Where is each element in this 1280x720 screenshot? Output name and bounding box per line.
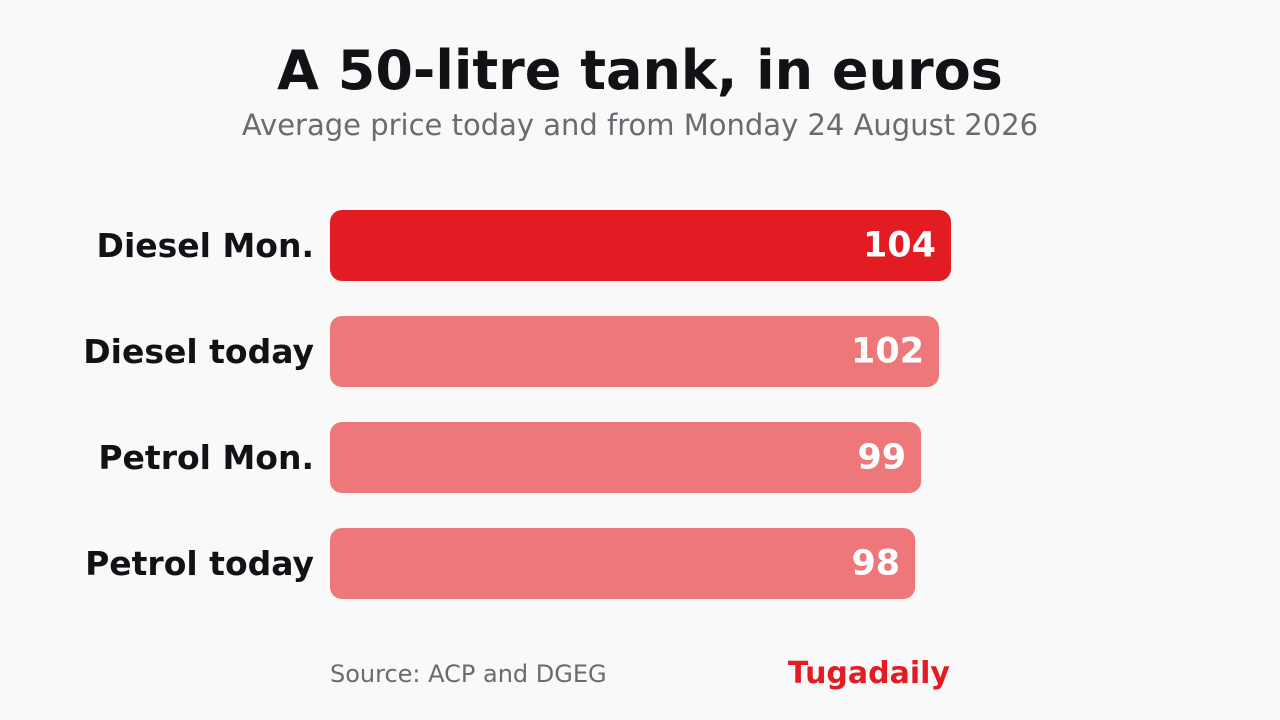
- value-label-petrol-today: 98: [851, 544, 900, 584]
- bar-petrol-today: [330, 528, 916, 599]
- bar-diesel-today: [330, 316, 940, 387]
- category-label-petrol-today: Petrol today: [85, 544, 314, 583]
- bar-diesel-mon: [330, 210, 951, 281]
- bar-group-diesel-mon: Diesel Mon. 104: [97, 210, 951, 281]
- brand-logo: Tugadaily: [787, 656, 950, 691]
- category-label-petrol-mon: Petrol Mon.: [98, 438, 314, 477]
- value-label-diesel-today: 102: [851, 332, 924, 372]
- chart-title: A 50-litre tank, in euros: [277, 39, 1003, 102]
- chart-subtitle: Average price today and from Monday 24 A…: [241, 108, 1039, 142]
- category-label-diesel-mon: Diesel Mon.: [97, 226, 314, 265]
- bar-group-petrol-mon: Petrol Mon. 99: [98, 422, 922, 493]
- bar-petrol-mon: [330, 422, 922, 493]
- value-label-petrol-mon: 99: [857, 438, 906, 478]
- category-label-diesel-today: Diesel today: [83, 332, 314, 371]
- source-note: Source: ACP and DGEG: [330, 660, 607, 688]
- bar-group-diesel-today: Diesel today 102: [83, 316, 940, 387]
- bar-group-petrol-today: Petrol today 98: [85, 528, 916, 599]
- value-label-diesel-mon: 104: [863, 226, 936, 266]
